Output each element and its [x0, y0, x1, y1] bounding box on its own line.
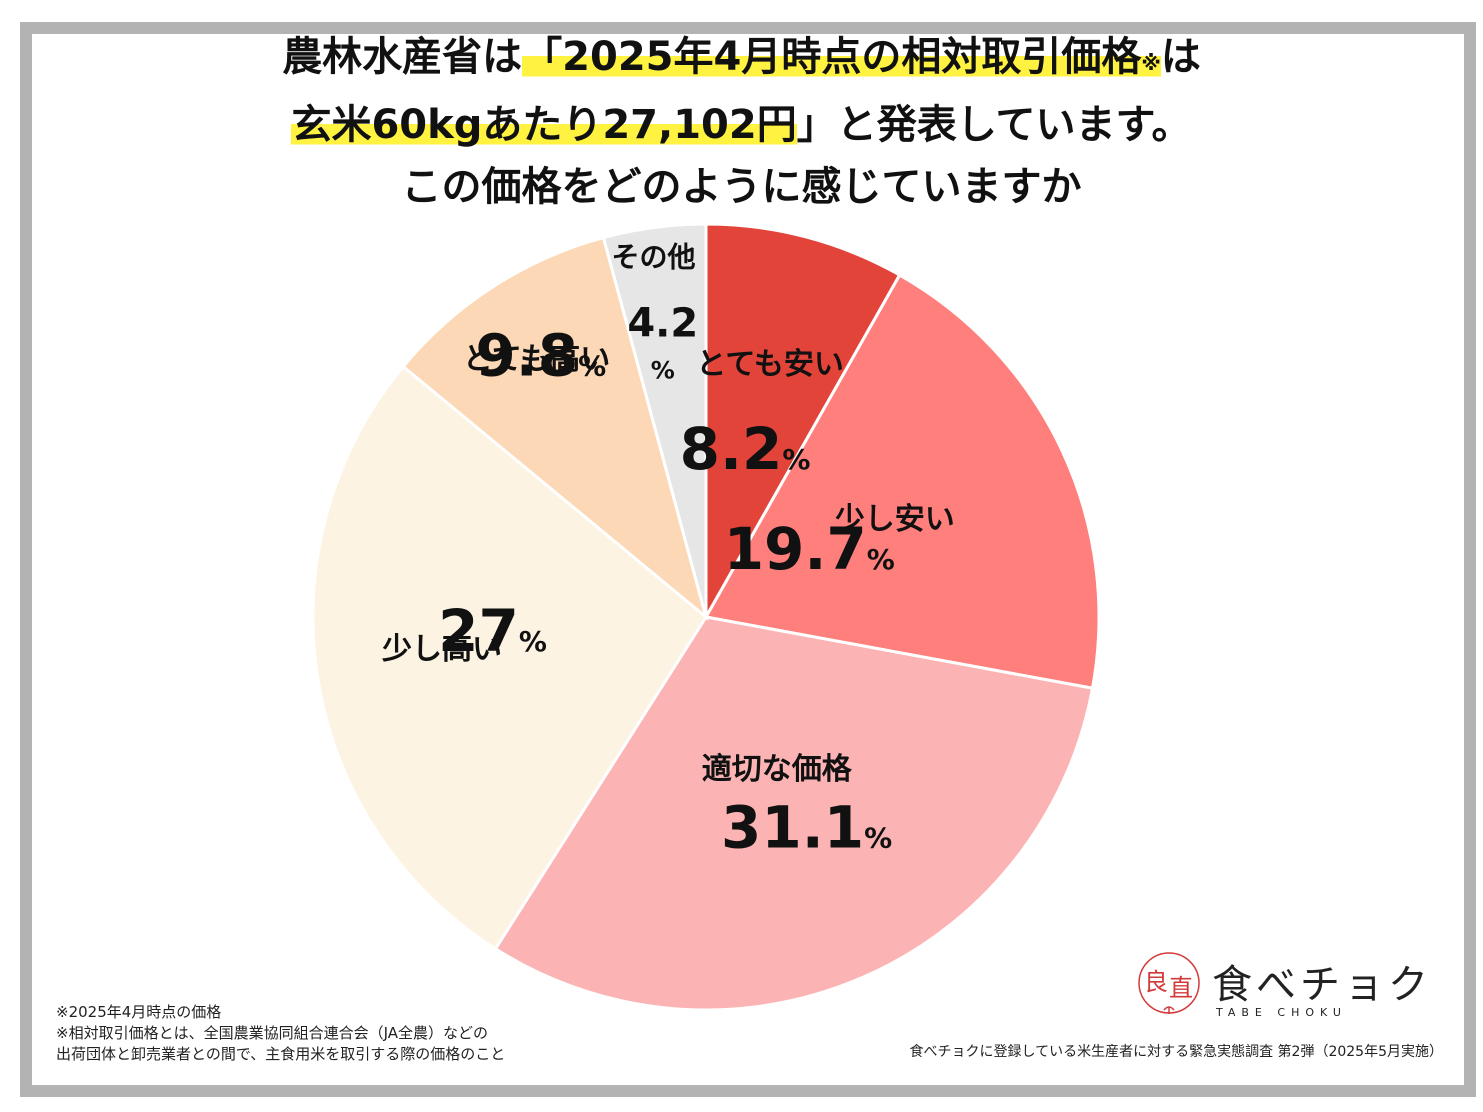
title-line-1-highlight: 「2025年4月時点の相対取引価格: [522, 34, 1142, 80]
slice-label: 少し安い: [835, 502, 955, 537]
logo-mark-icon: 良 直: [1138, 952, 1200, 1014]
slice-value: 9.8%: [475, 322, 606, 390]
tabechoku-logo: 良 直 食べチョク TABE CHOKU: [1136, 948, 1428, 1028]
footnote-1: ※2025年4月時点の価格: [56, 1003, 222, 1021]
title-line-2-post: 」と発表しています。: [796, 102, 1192, 148]
footnote-2: ※相対取引価格とは、全国農業協同組合連合会（JA全農）などの: [56, 1024, 488, 1042]
slice-value: 19.7%: [724, 515, 895, 583]
slice-value: 8.2%: [680, 415, 811, 483]
slice-label: とても安い: [696, 347, 844, 382]
logo-mark-char-1: 良: [1144, 968, 1168, 996]
title-line-1-pre: 農林水産省は: [282, 34, 523, 80]
chart-title: 農林水産省は「2025年4月時点の相対取引価格※は 玄米60kgあたり27,10…: [0, 26, 1483, 218]
slice-value: 31.1%: [721, 794, 892, 862]
title-highlight-1: 「2025年4月時点の相対取引価格※: [522, 34, 1161, 80]
pie-slice: [601, 222, 708, 618]
slice-value: 4.2: [627, 300, 698, 346]
slice-label: とても高い: [463, 342, 611, 377]
logo-name: 食べチョク: [1212, 962, 1432, 1008]
title-note-mark: ※: [1141, 51, 1161, 75]
slice-label: その他: [611, 240, 695, 273]
pie-slice: [401, 235, 709, 622]
title-line-2: 玄米60kgあたり27,102円」と発表しています。: [0, 94, 1483, 156]
logo-mark-char-2: 直: [1169, 974, 1193, 1002]
title-line-2-highlight: 玄米60kgあたり27,102円: [291, 102, 797, 148]
title-line-3: この価格をどのように感じていますか: [401, 164, 1082, 210]
pie-slice: [311, 364, 708, 951]
footnotes: ※2025年4月時点の価格 ※相対取引価格とは、全国農業協同組合連合会（JA全農…: [56, 1002, 505, 1065]
footnote-3: 出荷団体と卸売業者との間で、主食用米を取引する際の価格のこと: [56, 1045, 506, 1063]
survey-note: 食べチョクに登録している米生産者に対する緊急実態調査 第2弾（2025年5月実施…: [909, 1044, 1443, 1060]
slice-label: 適切な価格: [702, 752, 853, 787]
title-line-1: 農林水産省は「2025年4月時点の相対取引価格※は: [0, 26, 1483, 94]
pie-slice: [703, 272, 1101, 690]
slice-label: 少し高い: [382, 632, 502, 667]
logo-sub: TABE CHOKU: [1216, 1006, 1347, 1019]
pie-slice: [704, 222, 902, 623]
slice-percent-sign: %: [651, 356, 675, 384]
slice-value: 27%: [438, 597, 547, 665]
title-line-1-post: は: [1160, 34, 1201, 80]
